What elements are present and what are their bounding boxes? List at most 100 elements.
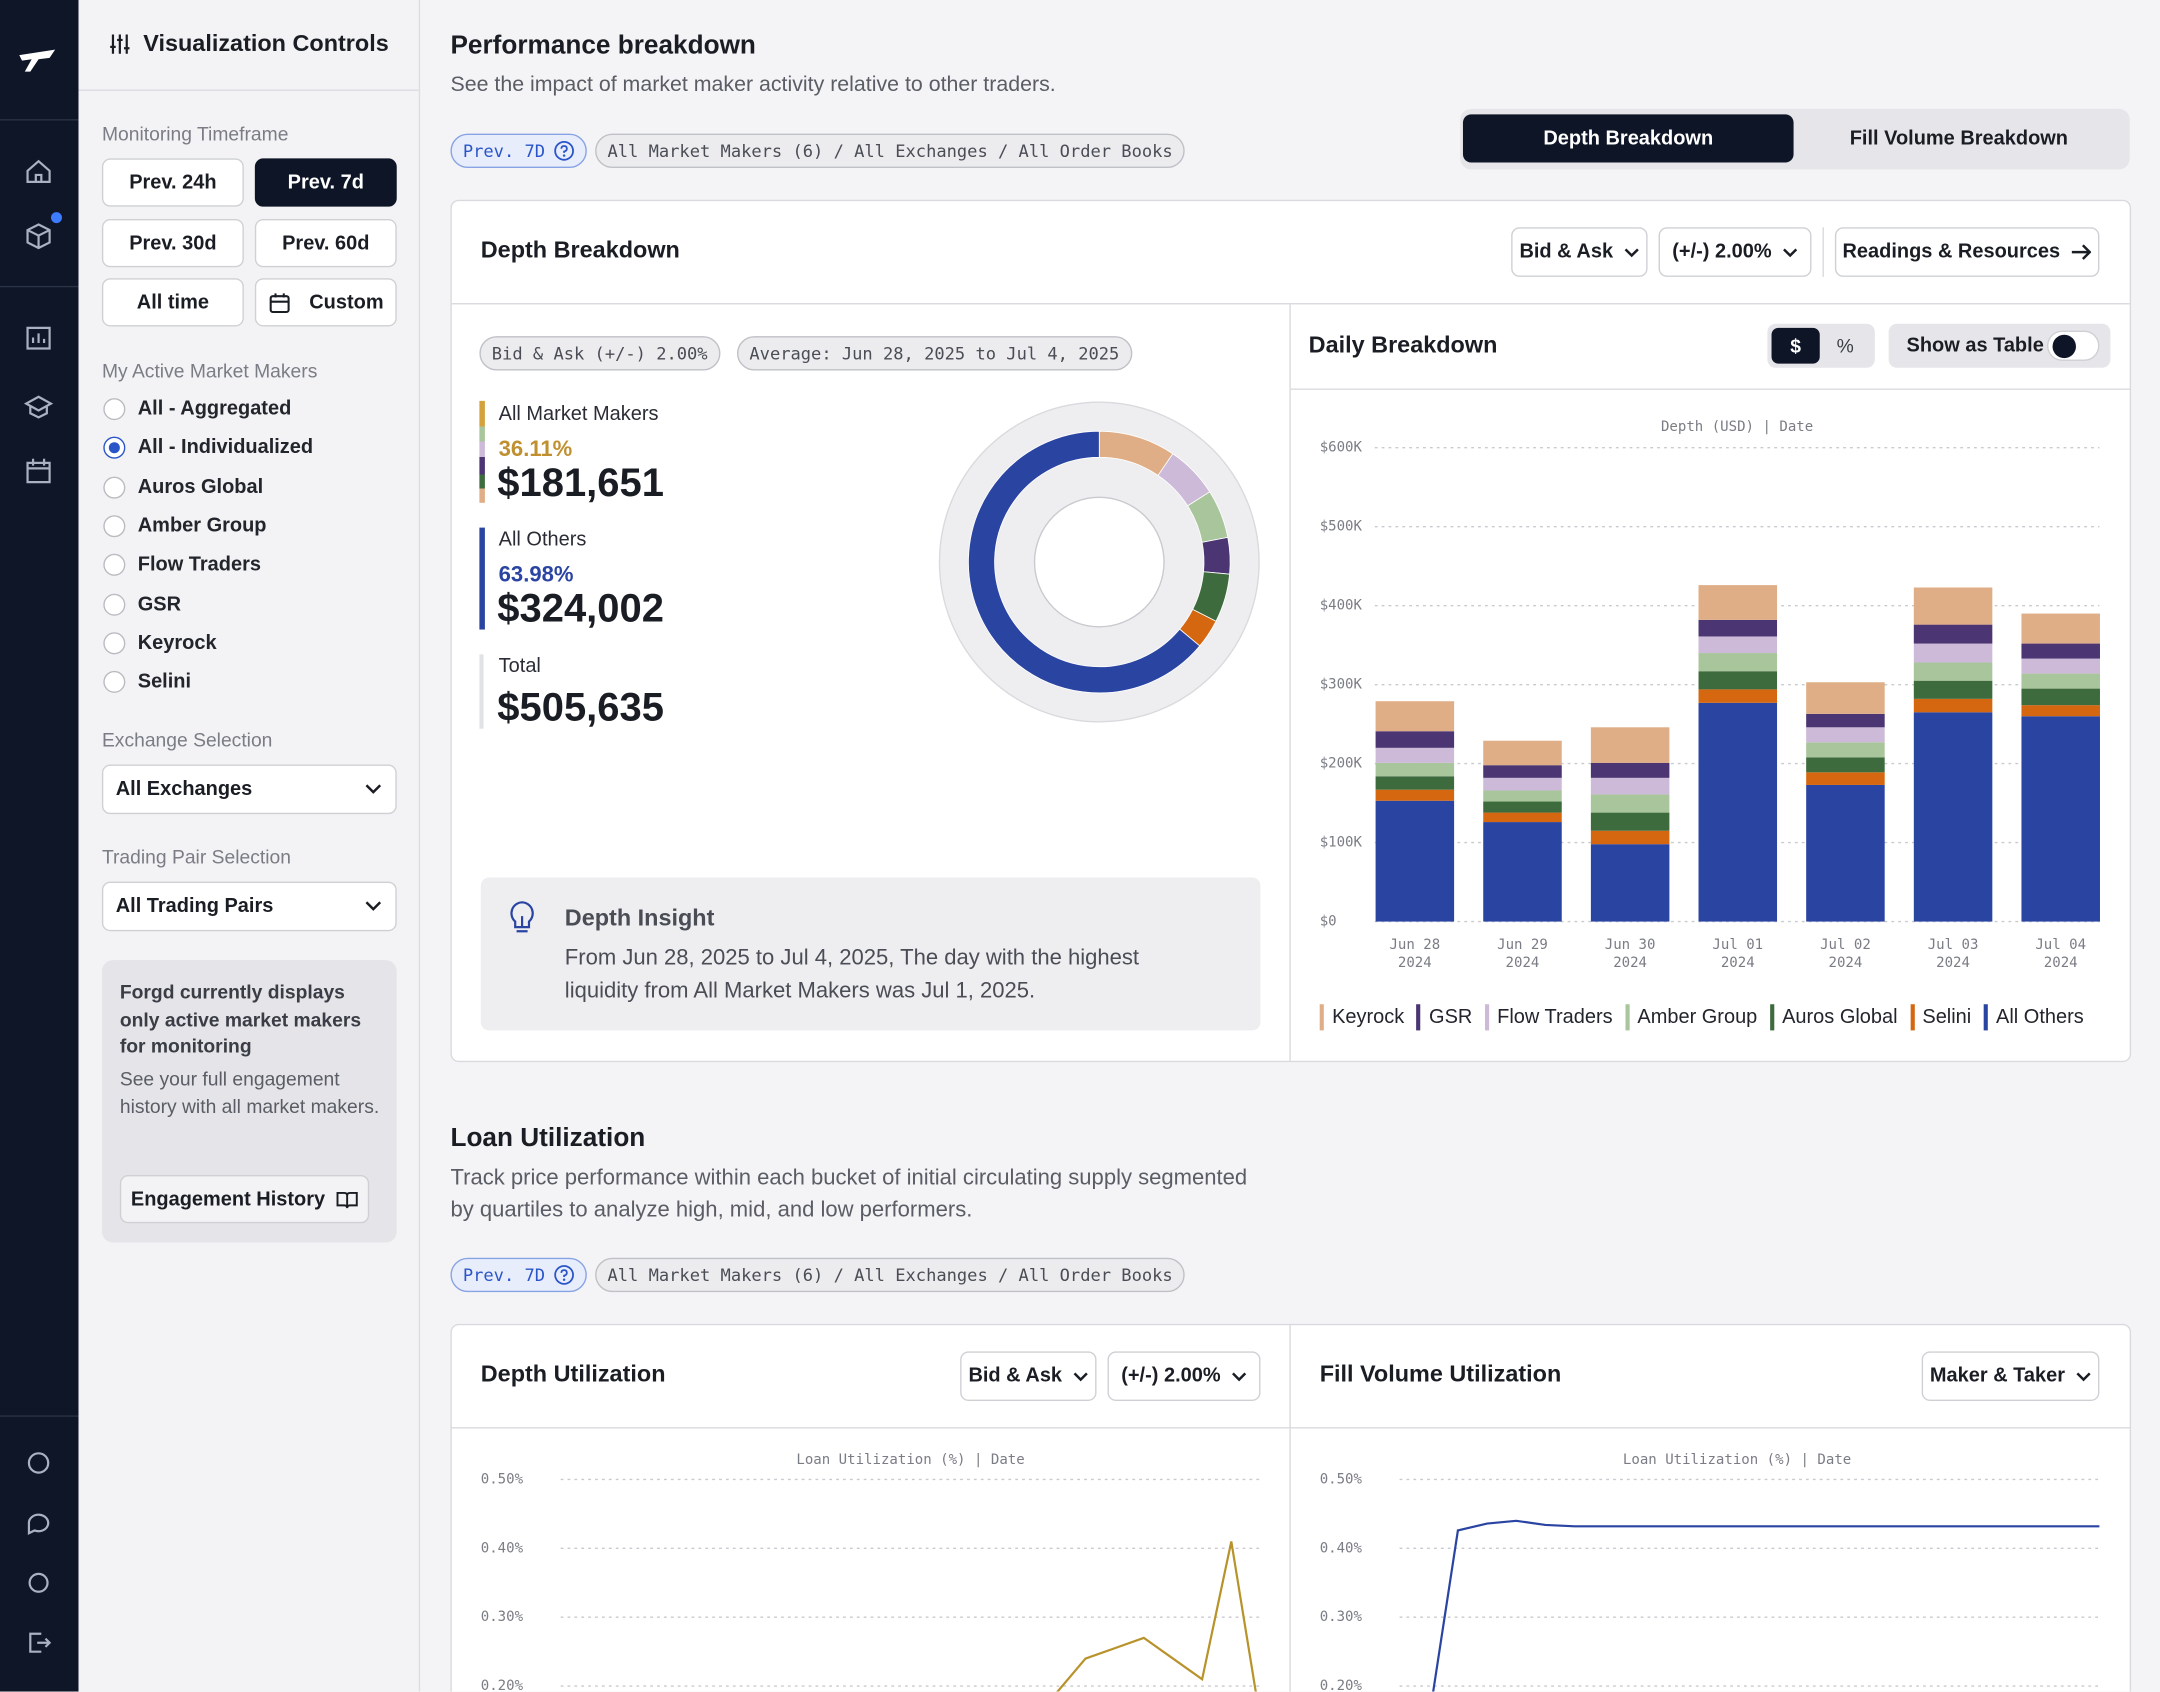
select-value: (+/-) 2.00%	[1121, 1365, 1221, 1388]
radio[interactable]	[103, 436, 126, 459]
fill-select[interactable]: Maker & Taker	[1921, 1351, 2100, 1401]
stat-percent: 63.98%	[498, 563, 574, 587]
bar-segment	[1806, 713, 1885, 728]
bar-segment	[1913, 587, 1993, 625]
legend-item: Amber Group	[1624, 1004, 1758, 1031]
settings-icon[interactable]	[28, 1572, 49, 1593]
section-subtitle: Track price performance within each buck…	[450, 1166, 1248, 1222]
side-select[interactable]: Bid & Ask	[960, 1351, 1097, 1401]
book-icon	[336, 1191, 358, 1208]
home-icon[interactable]	[26, 159, 51, 183]
section-label: Exchange Selection	[101, 728, 273, 751]
x-tick-label: Jul 01 2024	[1712, 938, 1764, 972]
radio[interactable]	[103, 476, 126, 499]
bar-segment	[1698, 653, 1778, 672]
filter-chip[interactable]: All Market Makers (6) / All Exchanges / …	[595, 133, 1186, 169]
timeframe-button[interactable]: All time	[101, 278, 244, 327]
chip-label: Prev. 7D	[462, 1264, 546, 1286]
panel-title: Daily Breakdown	[1308, 331, 1498, 359]
filter-chip[interactable]: All Market Makers (6) / All Exchanges / …	[595, 1257, 1186, 1293]
help-icon	[553, 140, 574, 161]
resources-button[interactable]: Readings & Resources	[1834, 227, 2100, 277]
bar-segment	[1698, 702, 1778, 922]
logout-icon[interactable]	[29, 1632, 52, 1653]
chevron-icon	[2076, 1371, 2091, 1381]
unit-option[interactable]: %	[1821, 328, 1869, 364]
y-tick-label: 0.40%	[1320, 1540, 1363, 1556]
legend-label: Amber Group	[1637, 1006, 1758, 1029]
bar-segment	[1806, 727, 1885, 743]
y-tick-label: $0	[1320, 914, 1337, 930]
x-tick-label: Jun 30 2024	[1604, 938, 1656, 972]
note-heading: Forgd currently displays only active mar…	[119, 980, 362, 1057]
period-chip[interactable]: Prev. 7D	[450, 1257, 587, 1293]
note-text: See your full engagement history with al…	[119, 1067, 380, 1117]
radio[interactable]	[103, 398, 126, 421]
card-title: Depth Breakdown	[480, 236, 680, 264]
chart-icon[interactable]	[26, 326, 51, 350]
exchange-select[interactable]: All Exchanges	[101, 764, 397, 815]
bar-segment	[1483, 790, 1562, 802]
box-icon[interactable]	[26, 223, 51, 250]
bar-segment	[1913, 680, 1993, 699]
stat-bar	[479, 400, 485, 503]
radio[interactable]	[103, 632, 126, 655]
y-tick-label: 0.20%	[1320, 1678, 1363, 1692]
range-select[interactable]: (+/-) 2.00%	[1658, 227, 1812, 277]
period-chip[interactable]: Prev. 7D	[450, 133, 587, 169]
engagement-button[interactable]: Engagement History	[119, 1175, 370, 1224]
timeframe-button[interactable]: Prev. 30d	[101, 219, 244, 268]
bulb-icon	[510, 901, 534, 933]
chevron-icon	[1624, 247, 1639, 257]
chat-icon[interactable]	[27, 1513, 50, 1535]
tab[interactable]: Fill Volume Breakdown	[1794, 114, 2125, 162]
bar-segment	[1806, 772, 1885, 785]
timeframe-button[interactable]: Prev. 24h	[101, 158, 244, 207]
range-select[interactable]: (+/-) 2.00%	[1107, 1351, 1261, 1401]
logo[interactable]	[19, 49, 56, 72]
timeframe-button[interactable]: Prev. 7d	[254, 158, 397, 207]
timeframe-button[interactable]: Prev. 60d	[254, 219, 397, 268]
button-label: All time	[136, 291, 209, 314]
unit-option-active[interactable]: $	[1771, 327, 1820, 364]
tab-active[interactable]: Depth Breakdown	[1462, 114, 1794, 163]
bar-segment	[1375, 701, 1455, 732]
button-label: Engagement History	[130, 1188, 326, 1211]
bar-segment	[2021, 658, 2100, 674]
bar-segment	[1806, 784, 1885, 922]
y-tick-label: 0.50%	[1320, 1471, 1363, 1487]
bar-segment	[1483, 801, 1562, 813]
arrow-icon	[2072, 244, 2092, 260]
radio[interactable]	[103, 553, 126, 576]
side-select[interactable]: Bid & Ask	[1511, 227, 1648, 277]
button-label: Prev. 60d	[282, 232, 370, 255]
chevron-icon	[365, 784, 382, 794]
bar-segment	[1698, 619, 1778, 637]
bar-segment	[1483, 812, 1562, 823]
info-icon[interactable]	[27, 1452, 50, 1474]
section-title: Performance breakdown	[450, 31, 756, 61]
bar-segment	[1806, 757, 1885, 773]
calendar-icon[interactable]	[26, 458, 51, 484]
radio[interactable]	[103, 515, 126, 538]
bar-segment	[1590, 812, 1670, 831]
legend-swatch	[1416, 1004, 1421, 1031]
insight-box	[480, 877, 1261, 1031]
pair-select[interactable]: All Trading Pairs	[101, 881, 397, 932]
stat-amount: $505,635	[497, 686, 664, 731]
radio[interactable]	[103, 593, 126, 616]
academy-icon[interactable]	[23, 395, 54, 419]
y-tick-label: $600K	[1320, 440, 1363, 456]
button-label: Prev. 7d	[287, 171, 364, 194]
bar-segment	[2021, 716, 2100, 922]
y-tick-label: $400K	[1320, 598, 1363, 614]
bar-segment	[1913, 662, 1993, 681]
axis-title: Loan Utilization (%) | Date	[1623, 1452, 1851, 1468]
y-tick-label: $200K	[1320, 756, 1363, 772]
bar-segment	[1590, 794, 1670, 813]
bar-segment	[1375, 800, 1455, 922]
timeframe-button[interactable]: Custom	[254, 278, 397, 327]
bar-segment	[2021, 688, 2100, 706]
y-tick-label: $500K	[1320, 519, 1363, 535]
radio[interactable]	[103, 670, 126, 693]
